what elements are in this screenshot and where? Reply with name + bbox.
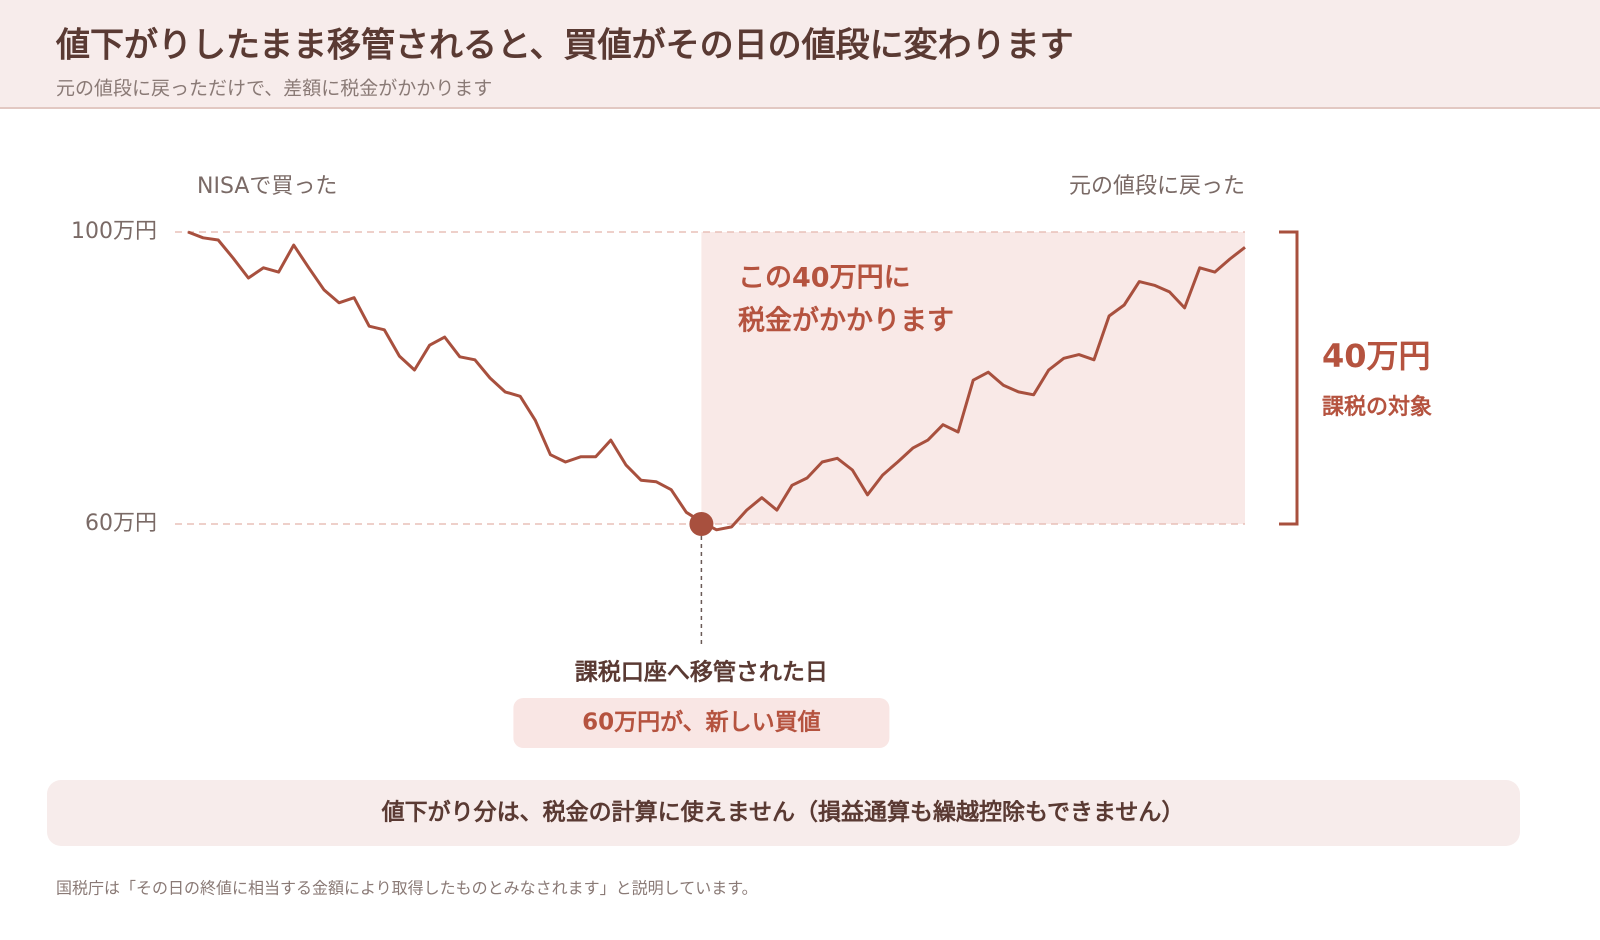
taxed-region	[701, 232, 1245, 524]
start-label: NISAで買った	[197, 174, 337, 199]
range-bracket	[1279, 230, 1299, 526]
y-tick-label: 100万円	[71, 219, 157, 244]
footnote: 国税庁は「その日の終値に相当する金額により取得したものとみなされます」と説明して…	[56, 879, 758, 898]
range-amount: 40万円	[1322, 337, 1431, 375]
price-line	[187, 230, 1246, 532]
y-tick-label: 60万円	[85, 511, 157, 536]
annotation: 税金がかかります	[738, 305, 954, 337]
end-label: 元の値段に戻った	[1069, 174, 1245, 199]
marker-note-box	[513, 698, 890, 748]
title: 値下がりしたまま移管されると、買値がその日の値段に変わります	[55, 26, 1074, 66]
marker-label: 課税口座へ移管された日	[575, 659, 828, 686]
banner: 値下がり分は、税金の計算に使えません（損益通算も繰越控除もできません）	[381, 799, 1185, 826]
marker-dot	[689, 512, 714, 536]
marker-note: 60万円が、新しい買値	[582, 709, 821, 736]
annotation: この40万円に	[738, 263, 911, 294]
range-caption: 課税の対象	[1322, 394, 1432, 420]
header-band	[0, 0, 1600, 108]
subtitle: 元の値段に戻っただけで、差額に税金がかかります	[56, 78, 492, 100]
banner-box	[47, 780, 1520, 846]
